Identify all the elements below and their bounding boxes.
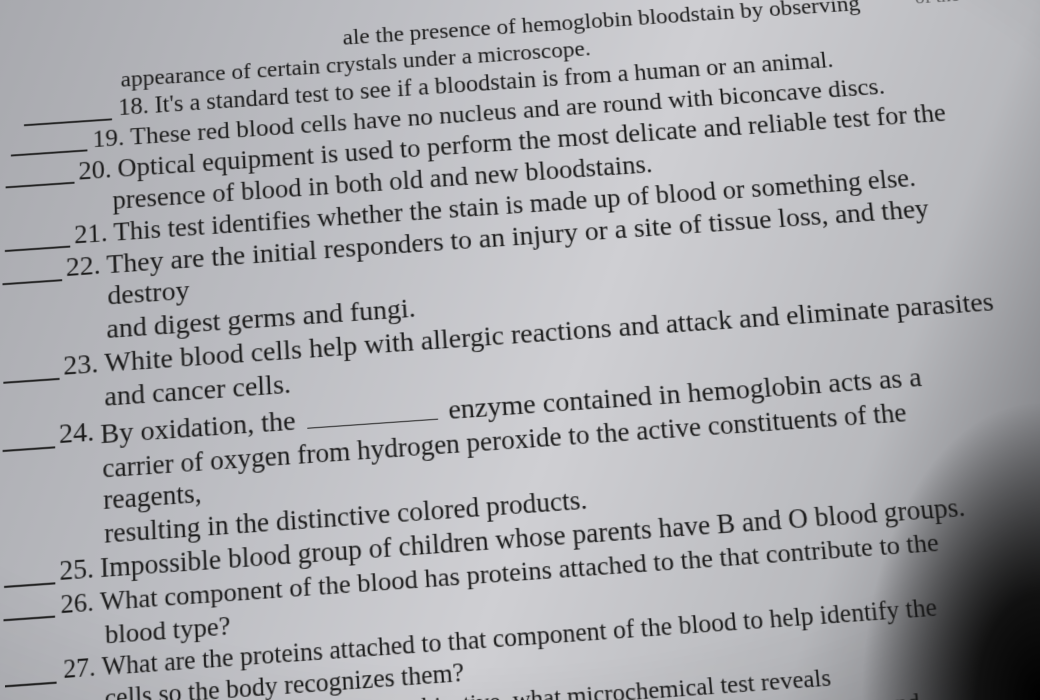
answer-blank[interactable]: [4, 656, 56, 687]
answer-blank[interactable]: [3, 589, 55, 621]
question-number: 27.: [60, 653, 96, 685]
question-number: 26.: [59, 586, 95, 620]
worksheet-page: ale the presence of hemoglobin bloodstai…: [0, 0, 1040, 700]
question-number: 19.: [91, 123, 125, 154]
answer-blank[interactable]: [10, 126, 87, 157]
answer-blank[interactable]: [3, 351, 60, 384]
question-number: 22.: [65, 250, 101, 283]
question-number: 23.: [63, 348, 99, 382]
answer-blank[interactable]: [5, 157, 74, 189]
answer-blank[interactable]: [24, 96, 113, 127]
question-number: 24.: [59, 416, 95, 451]
answer-blank[interactable]: [4, 555, 56, 588]
question-number: 18.: [115, 93, 149, 122]
partial-trail: of the: [914, 0, 961, 13]
question-number: 20.: [78, 154, 112, 186]
question-number: 25.: [59, 552, 95, 586]
answer-blank[interactable]: [4, 221, 70, 253]
answer-blank[interactable]: [2, 419, 55, 452]
question-number: 21.: [74, 218, 108, 250]
answer-blank[interactable]: [2, 253, 62, 286]
